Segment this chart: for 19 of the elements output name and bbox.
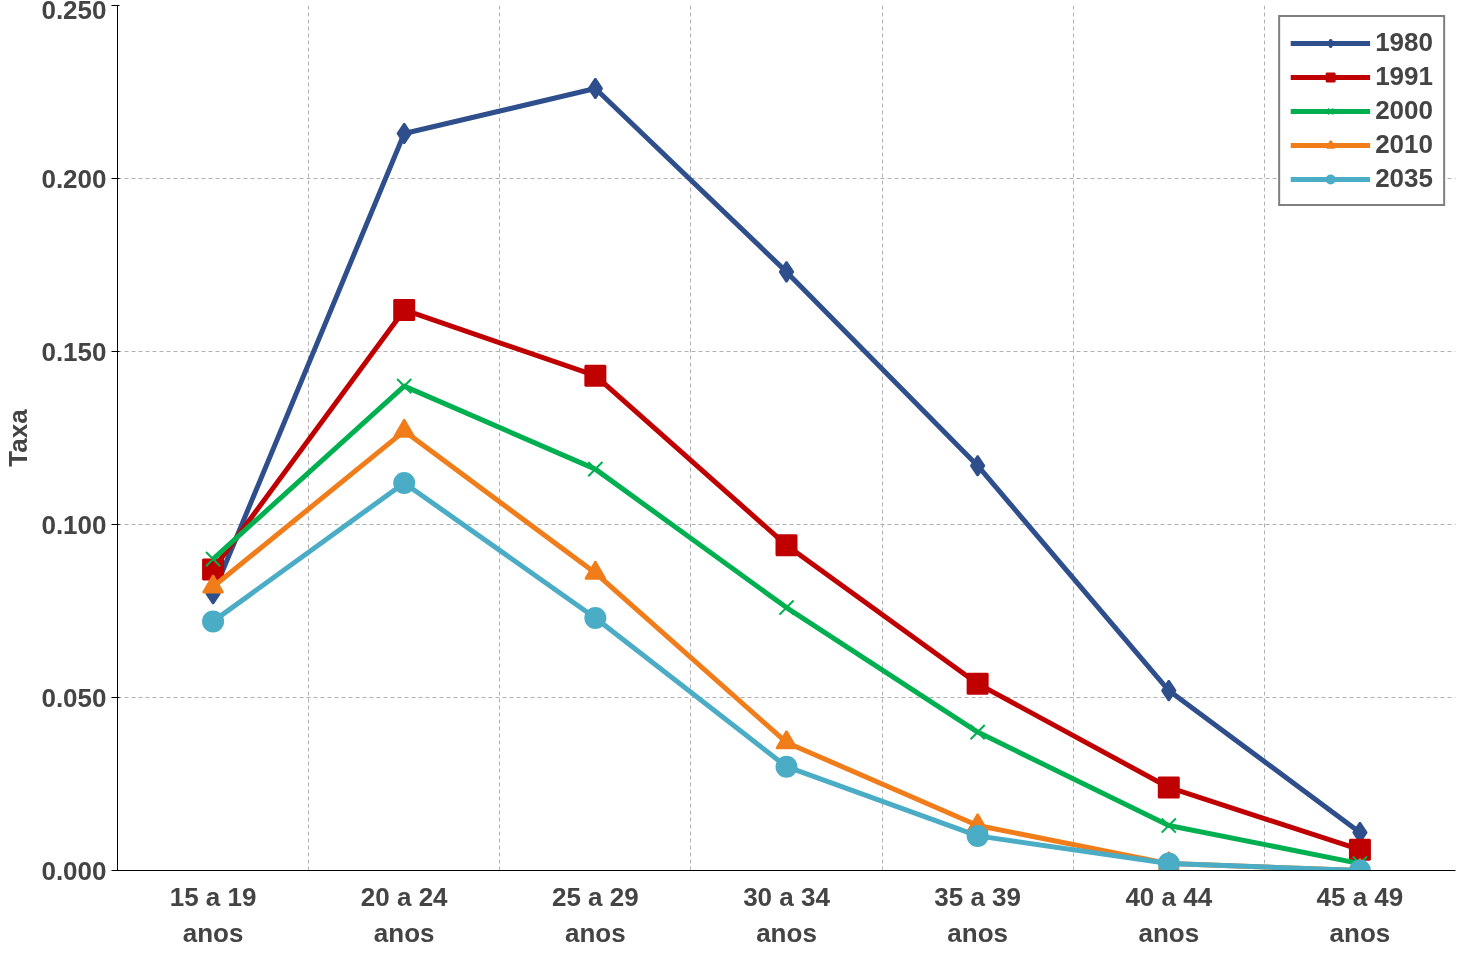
legend-label: 2010 (1375, 129, 1433, 160)
y-axis-title: Taxa (3, 408, 34, 467)
x-tick-label: 25 a 29 anos (551, 881, 639, 948)
y-tick-label: 0.200 (41, 163, 107, 194)
y-tick-label: 0.250 (41, 0, 107, 25)
x-tick-label: 20 a 24 anos (360, 881, 449, 948)
y-tick-label: 0.100 (41, 509, 107, 540)
x-tick-label: 40 a 44 anos (1125, 881, 1213, 948)
legend-label: 2035 (1375, 163, 1433, 194)
legend-label: 1991 (1375, 61, 1433, 92)
x-tick-label: 30 a 34 anos (743, 881, 831, 948)
y-tick-label: 0.050 (41, 682, 107, 713)
legend-label: 2000 (1375, 95, 1433, 126)
x-tick-label: 45 a 49 anos (1316, 881, 1404, 948)
x-tick-label: 15 a 19 anos (169, 881, 257, 948)
y-tick-label: 0.000 (41, 855, 107, 886)
x-tick-label: 35 a 39 anos (934, 881, 1022, 948)
y-tick-label: 0.150 (41, 336, 107, 367)
legend-label: 1980 (1375, 27, 1433, 58)
